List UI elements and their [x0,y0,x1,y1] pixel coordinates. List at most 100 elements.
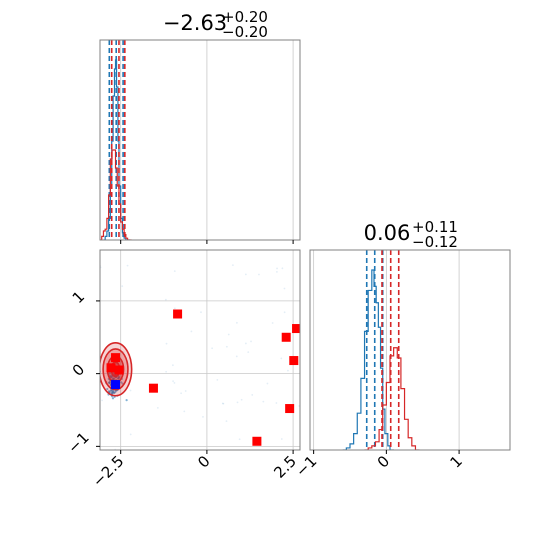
red-marker [252,436,262,446]
background-sample-point [216,378,219,381]
histogram-1-series [100,40,132,240]
red-marker [281,332,291,342]
histogram-1-frame [99,39,301,241]
background-sample-point [236,401,239,404]
blue-sample-point [106,387,109,391]
histogram-2-frame [309,249,511,451]
marginal-histogram-1: −2.63 +0.20 −0.20 [99,8,301,244]
background-sample-point [156,406,159,409]
background-sample-point [236,321,238,324]
background-sample-point [165,370,168,373]
background-sample-point [165,342,168,345]
background-sample-point [129,433,132,436]
background-sample-point [247,351,250,354]
background-sample-point [200,311,202,314]
histogram-2-title-upper: +0.11 [412,218,458,236]
blue-sample-point [112,391,115,394]
background-sample-point [173,382,176,384]
histogram-1-grid [120,40,294,240]
background-sample-point [276,270,278,273]
x-tick-label: 0 [194,452,213,471]
blue-sample-point [111,397,115,400]
background-sample-point [238,438,241,441]
background-sample-point [173,307,176,310]
background-sample-point [211,347,214,350]
background-sample-point [271,322,274,324]
background-sample-point [227,333,230,336]
background-sample-point [164,298,167,301]
background-sample-point [240,398,243,401]
background-sample-point [202,415,204,418]
histogram-1-ticks [120,240,294,244]
background-sample-point [121,285,124,288]
background-sample-point [235,355,238,358]
red-marker [114,365,124,375]
histogram-1-title-lower: −0.20 [222,23,268,41]
blue-marker [111,380,121,390]
red-marker [285,404,295,414]
blue-sample-point [107,390,111,393]
background-sample-point [173,270,176,273]
y-tick-label: 1 [69,288,88,307]
blue-sample-point [108,381,111,384]
background-sample-point [276,267,278,270]
blue-sample-point [125,399,128,402]
background-sample-point [190,330,193,333]
x-tick-label: 1 [446,452,465,471]
histogram-2-series [342,250,420,450]
background-sample-point [262,400,265,403]
red-marker [173,309,183,319]
background-sample-point [184,390,187,392]
histogram-2-grid [313,250,460,450]
background-sample-point [171,364,174,367]
background-sample-point [221,402,224,405]
background-sample-point [244,342,247,345]
background-sample-point [283,287,286,290]
background-sample-point [275,402,278,404]
background-sample-point [280,438,283,440]
background-sample-point [101,399,103,402]
marginal-histogram-2: 0.06 +0.11 −0.12 −1 0 1 [292,218,511,480]
histogram-2-title-lower: −0.12 [412,233,458,251]
histogram-2-title: 0.06 [364,221,411,245]
red-marker [292,324,300,334]
x-tick-label: 2.5 [270,452,300,482]
background-sample-point [287,369,289,372]
red-marker [289,356,299,366]
histogram-1-title-upper: +0.20 [222,8,268,26]
y-tick-label: 0 [69,360,88,379]
background-sample-point [129,389,132,392]
x-tick-label: −2.5 [89,452,127,490]
blue-sample-point [111,376,114,379]
background-sample-point [222,402,225,405]
joint-frame [99,249,301,451]
background-sample-point [283,311,286,314]
background-sample-point [280,357,283,360]
background-sample-point [244,273,247,276]
background-sample-point [250,340,252,343]
background-sample-point [180,392,183,395]
background-sample-point [225,420,228,423]
histogram-1-title: −2.63 [163,11,227,35]
histogram-step-line [364,347,420,450]
background-sample-point [281,267,284,270]
joint-grid [100,250,300,450]
background-sample-point [172,380,174,383]
red-marker [106,363,116,373]
background-sample-point [266,382,269,385]
background-sample-point [251,394,254,396]
x-tick-label: 0 [374,452,393,471]
background-sample-point [225,345,228,348]
histogram-2-ticks: −1 0 1 [292,450,466,480]
background-sample-point [126,264,129,267]
background-sample-point [231,264,234,267]
background-sample-point [258,273,260,276]
red-marker [111,353,121,363]
histogram-step-line [342,269,394,450]
joint-marks [100,264,300,450]
joint-scatter-panel: −2.5 0 2.5 −1 0 1 [64,249,301,491]
blue-sample-point [117,377,120,380]
background-sample-point [183,410,186,413]
red-marker [148,383,158,393]
